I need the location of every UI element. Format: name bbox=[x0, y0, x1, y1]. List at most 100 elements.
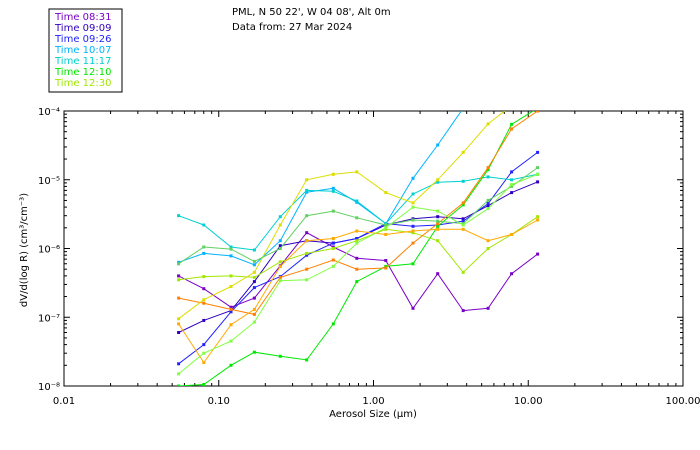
data-point bbox=[486, 204, 490, 208]
data-point bbox=[436, 224, 440, 228]
data-point bbox=[536, 172, 540, 176]
data-point bbox=[486, 175, 490, 179]
data-point bbox=[229, 245, 233, 249]
data-point bbox=[436, 272, 440, 276]
data-point bbox=[436, 227, 440, 231]
data-point bbox=[278, 264, 282, 268]
data-point bbox=[536, 97, 539, 100]
data-point bbox=[202, 361, 206, 364]
data-point bbox=[461, 227, 465, 231]
y-tick-label: 10⁻⁷ bbox=[38, 313, 60, 324]
series-9 bbox=[177, 218, 540, 364]
data-point bbox=[510, 122, 514, 126]
data-point bbox=[355, 199, 359, 203]
data-point bbox=[411, 192, 415, 196]
data-point bbox=[384, 226, 388, 230]
legend-item: Time 10:07 bbox=[54, 45, 111, 56]
data-point bbox=[461, 179, 465, 183]
data-point bbox=[202, 301, 206, 305]
data-point bbox=[177, 274, 181, 278]
data-point bbox=[461, 201, 465, 205]
data-point bbox=[252, 307, 256, 311]
data-point bbox=[355, 280, 359, 284]
header-date: Data from: 27 Mar 2024 bbox=[232, 22, 352, 33]
data-point bbox=[536, 111, 540, 113]
data-point bbox=[278, 223, 282, 227]
data-point bbox=[510, 272, 514, 276]
data-point bbox=[305, 214, 309, 218]
data-point bbox=[229, 247, 233, 251]
data-point bbox=[229, 285, 233, 288]
data-point bbox=[229, 254, 233, 258]
data-point bbox=[252, 296, 256, 300]
data-point bbox=[202, 223, 206, 227]
y-axis-label: dV/d(log R) (cm³/cm⁻³) bbox=[19, 193, 30, 307]
x-axis-label: Aerosol Size (µm) bbox=[329, 409, 417, 420]
data-point bbox=[486, 166, 490, 170]
data-point bbox=[461, 309, 465, 313]
x-tick-label: 100.00 bbox=[666, 396, 700, 407]
data-point bbox=[177, 317, 181, 321]
data-point bbox=[355, 237, 359, 240]
legend-item: Time 08:31 bbox=[54, 12, 111, 23]
data-point bbox=[229, 274, 233, 278]
data-point bbox=[202, 287, 206, 291]
data-point bbox=[536, 180, 540, 184]
legend-item: Time 09:26 bbox=[54, 34, 111, 45]
data-point bbox=[252, 248, 256, 252]
data-point bbox=[510, 191, 514, 195]
data-point bbox=[202, 343, 206, 347]
data-point bbox=[487, 97, 490, 100]
data-point bbox=[461, 270, 465, 274]
data-point bbox=[411, 262, 415, 266]
x-tick-label: 0.01 bbox=[53, 396, 75, 407]
legend-item: Time 12:30 bbox=[54, 78, 111, 89]
data-point bbox=[252, 350, 256, 354]
data-point bbox=[486, 202, 490, 206]
data-point bbox=[252, 320, 256, 324]
data-point bbox=[331, 264, 335, 268]
data-point bbox=[229, 310, 233, 314]
data-point bbox=[252, 286, 256, 290]
data-point bbox=[177, 322, 181, 326]
data-point bbox=[436, 215, 440, 219]
data-point bbox=[411, 201, 415, 205]
data-point bbox=[177, 362, 181, 366]
data-point bbox=[355, 239, 359, 243]
data-point bbox=[331, 186, 335, 190]
data-point bbox=[202, 298, 206, 302]
data-point bbox=[355, 256, 359, 260]
data-point bbox=[536, 166, 540, 170]
data-point bbox=[278, 275, 282, 279]
data-point bbox=[384, 223, 388, 227]
series-11 bbox=[177, 166, 540, 266]
data-point bbox=[229, 363, 233, 367]
data-point bbox=[384, 264, 388, 268]
data-point bbox=[252, 270, 256, 274]
data-point bbox=[411, 205, 415, 209]
data-point bbox=[411, 306, 415, 310]
data-point bbox=[278, 354, 282, 358]
y-tick-label: 10⁻⁵ bbox=[38, 176, 60, 187]
data-point bbox=[384, 259, 388, 262]
data-point bbox=[331, 209, 335, 213]
data-point bbox=[177, 296, 181, 300]
data-point bbox=[486, 247, 490, 250]
data-point bbox=[229, 305, 233, 309]
data-point bbox=[461, 150, 465, 154]
data-point bbox=[305, 253, 309, 257]
x-tick-label: 0.10 bbox=[208, 396, 230, 407]
data-point bbox=[331, 247, 335, 250]
data-point bbox=[331, 172, 335, 176]
data-point bbox=[510, 233, 514, 236]
data-point bbox=[305, 267, 309, 271]
x-tick-label: 10.00 bbox=[514, 396, 543, 407]
data-point bbox=[331, 237, 335, 240]
x-tick-label: 1.00 bbox=[362, 396, 384, 407]
data-point bbox=[462, 107, 465, 110]
data-point bbox=[177, 372, 181, 376]
data-point bbox=[305, 239, 309, 243]
data-point bbox=[461, 217, 465, 221]
data-point bbox=[278, 260, 282, 264]
